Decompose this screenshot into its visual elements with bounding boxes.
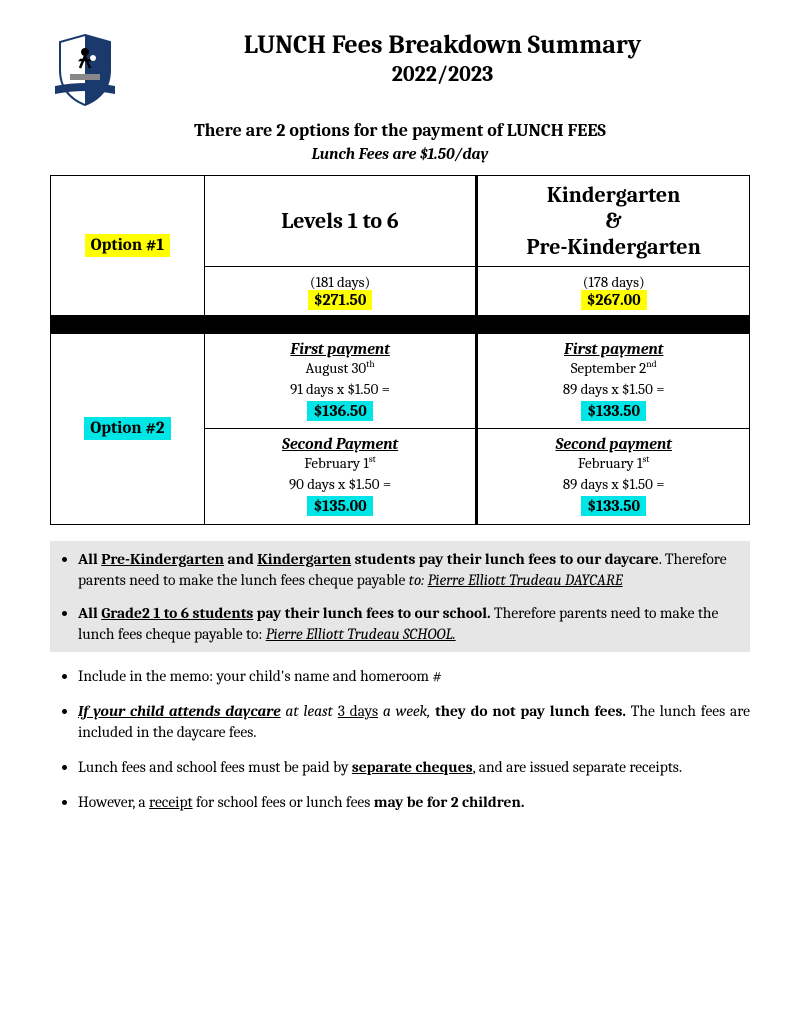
note-2: All Grade2 1 to 6 students pay their lun… bbox=[78, 603, 740, 645]
shaded-notes: All Pre-Kindergarten and Kindergarten st… bbox=[50, 541, 750, 653]
note-4: If your child attends daycare at least 3… bbox=[78, 701, 750, 743]
col1-p2-amount: $135.00 bbox=[307, 496, 372, 516]
option2-label: Option #2 bbox=[84, 417, 170, 440]
col2-second-payment: Second payment February 1st 89 days x $1… bbox=[477, 429, 750, 524]
header: LUNCH Fees Breakdown Summary 2022/2023 bbox=[50, 30, 750, 110]
col1-days: (181 days) bbox=[213, 273, 468, 291]
col2-head: Kindergarten & Pre-Kindergarten bbox=[477, 176, 750, 267]
page-title: LUNCH Fees Breakdown Summary bbox=[135, 30, 750, 61]
col2-days: (178 days) bbox=[486, 273, 741, 291]
option1-cell: Option #1 bbox=[51, 176, 205, 316]
school-logo bbox=[50, 30, 120, 110]
title-block: LUNCH Fees Breakdown Summary 2022/2023 bbox=[135, 30, 750, 87]
col1-days-total: (181 days) $271.50 bbox=[204, 267, 477, 316]
col2-p2-detail: February 1st 89 days x $1.50 = $133.50 bbox=[486, 453, 741, 517]
option2-cell: Option #2 bbox=[51, 334, 205, 525]
second-payment-label-1: Second Payment bbox=[213, 435, 468, 453]
col2-head-l3: Pre-Kindergarten bbox=[527, 234, 701, 260]
option1-label: Option #1 bbox=[85, 234, 171, 257]
col1-p1-amount: $136.50 bbox=[307, 401, 372, 421]
notes-list: Include in the memo: your child's name a… bbox=[50, 666, 750, 813]
options-heading: There are 2 options for the payment of L… bbox=[50, 120, 750, 141]
col1-total: $271.50 bbox=[308, 290, 373, 310]
note-5: Lunch fees and school fees must be paid … bbox=[78, 757, 750, 778]
fees-table: Option #1 Levels 1 to 6 Kindergarten & P… bbox=[50, 175, 750, 525]
col2-p2-amount: $133.50 bbox=[581, 496, 646, 516]
second-payment-label-2: Second payment bbox=[486, 435, 741, 453]
col1-first-payment: First payment August 30th 91 days x $1.5… bbox=[204, 334, 477, 429]
col2-days-total: (178 days) $267.00 bbox=[477, 267, 750, 316]
col1-second-payment: Second Payment February 1st 90 days x $1… bbox=[204, 429, 477, 524]
note-1: All Pre-Kindergarten and Kindergarten st… bbox=[78, 549, 740, 591]
rate-line: Lunch Fees are $1.50/day bbox=[50, 145, 750, 163]
col1-p1-detail: August 30th 91 days x $1.50 = $136.50 bbox=[213, 358, 468, 422]
note-6: However, a receipt for school fees or lu… bbox=[78, 792, 750, 813]
black-divider bbox=[51, 316, 750, 334]
note-3: Include in the memo: your child's name a… bbox=[78, 666, 750, 687]
col2-head-l2: & bbox=[606, 208, 622, 234]
page-year: 2022/2023 bbox=[135, 61, 750, 87]
first-payment-label-2: First payment bbox=[486, 340, 741, 358]
col2-p1-amount: $133.50 bbox=[581, 401, 646, 421]
first-payment-label-1: First payment bbox=[213, 340, 468, 358]
col2-p1-detail: September 2nd 89 days x $1.50 = $133.50 bbox=[486, 358, 741, 422]
col2-head-l1: Kindergarten bbox=[547, 182, 681, 208]
col1-p2-detail: February 1st 90 days x $1.50 = $135.00 bbox=[213, 453, 468, 517]
col2-first-payment: First payment September 2nd 89 days x $1… bbox=[477, 334, 750, 429]
col1-head: Levels 1 to 6 bbox=[204, 176, 477, 267]
col2-total: $267.00 bbox=[581, 290, 647, 310]
